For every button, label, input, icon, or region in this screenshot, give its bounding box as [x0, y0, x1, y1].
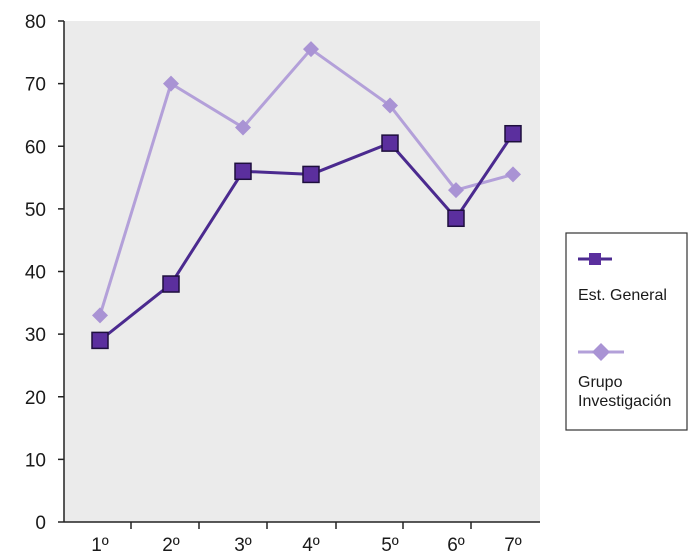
x-tick-label: 1º: [91, 535, 109, 555]
data-point-diamond: [235, 119, 251, 136]
series-est-general: [91, 124, 522, 350]
legend-label-grupo-investigacion-line2: Investigación: [578, 393, 671, 410]
y-tick-label: 10: [25, 450, 46, 471]
x-tick-label: 3º: [234, 535, 252, 555]
y-tick-label: 0: [35, 513, 46, 534]
x-tick-label: 4º: [302, 535, 320, 555]
series-grupo-investigacion: [92, 41, 521, 324]
y-axis: 0 10 20 30 40 50 60 70 80: [25, 12, 65, 534]
y-tick-label: 50: [25, 200, 46, 221]
x-tick-label: 6º: [447, 535, 465, 555]
legend-label-est-general: Est. General: [578, 287, 667, 304]
legend: Est. General Grupo Investigación: [565, 232, 688, 431]
data-point-diamond: [303, 41, 319, 58]
legend-box: [565, 232, 688, 431]
y-tick-label: 40: [25, 263, 46, 284]
legend-marker-diamond: [592, 343, 610, 361]
legend-item-grupo-investigacion: Grupo Investigación: [578, 343, 671, 410]
y-tick-label: 80: [25, 12, 46, 33]
plot-area: [64, 21, 540, 522]
data-point-square: [91, 331, 109, 350]
data-point-square: [234, 162, 252, 181]
data-point-diamond: [448, 182, 464, 199]
legend-marker-square: [589, 253, 601, 265]
y-tick-label: 60: [25, 137, 46, 158]
data-point-diamond: [163, 75, 179, 92]
legend-label-grupo-investigacion-line1: Grupo: [578, 374, 623, 391]
data-point-square: [381, 134, 399, 152]
y-tick-label: 30: [25, 325, 46, 346]
x-tick-label: 5º: [381, 535, 399, 555]
data-point-diamond: [382, 97, 398, 114]
data-point-square: [504, 124, 522, 143]
y-tick-label: 20: [25, 388, 46, 409]
series-layer: [91, 41, 522, 350]
y-tick-label: 70: [25, 75, 46, 96]
legend-item-est-general: Est. General: [578, 253, 667, 304]
x-axis: 1º 2º 3º 4º 5º 6º 7º: [64, 521, 540, 555]
x-tick-label: 2º: [162, 535, 180, 555]
data-point-diamond: [92, 307, 108, 324]
x-tick-label: 7º: [504, 535, 522, 555]
data-point-square: [302, 165, 320, 184]
data-point-square: [162, 275, 180, 293]
plot-background: [64, 21, 540, 522]
data-point-square: [447, 209, 465, 228]
data-point-diamond: [505, 166, 521, 183]
